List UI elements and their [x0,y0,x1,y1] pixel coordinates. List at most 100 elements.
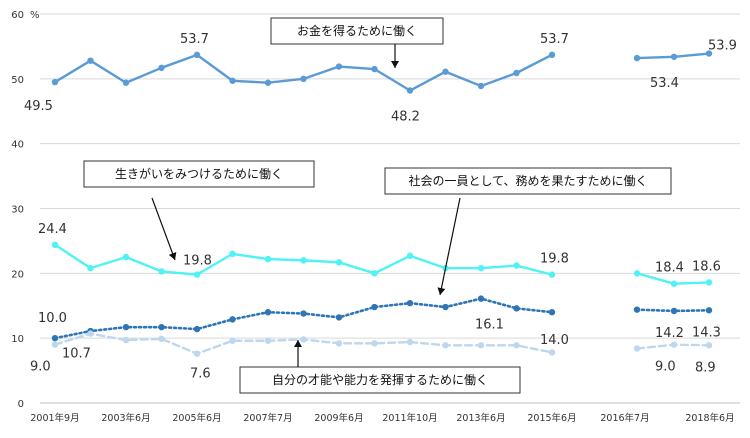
data-point [633,306,641,313]
legend-callout-label: 社会の一員として、務めを果たすために働く [408,173,647,188]
callout-arrowhead [391,61,399,68]
data-point [335,259,343,266]
data-label: 53.7 [180,32,209,47]
data-point [371,303,378,311]
data-point [406,338,414,346]
data-point [513,69,520,77]
data-label: 14.2 [655,326,684,341]
data-point [229,77,236,84]
callout-arrowhead [437,287,446,295]
data-point [477,264,485,272]
y-unit-label: % [30,10,40,21]
x-tick-label: 2013年6月 [456,412,505,424]
data-point [705,307,713,314]
data-point [406,252,414,260]
data-point [51,241,59,249]
data-point [51,341,59,348]
data-point [371,340,378,347]
legend-callout-label: 生きがいをみつけるために働く [115,166,283,181]
data-point [300,336,307,343]
data-point [300,310,307,317]
legend-callout-label: お金を得るために働く [297,23,417,38]
data-point [300,257,307,264]
data-point [371,270,378,277]
legend-callout-box [83,160,315,188]
x-tick-label: 2009年6月 [314,412,363,424]
data-point [158,323,165,331]
data-label: 48.2 [391,110,420,125]
callout-arrowhead [168,252,177,260]
data-point [406,299,414,307]
data-point [513,305,520,312]
data-point [513,342,520,349]
data-label: 9.0 [30,360,51,375]
data-point [158,335,165,343]
data-point [335,63,343,70]
data-label: 10.0 [38,311,67,326]
y-tick-label: 40 [11,140,24,151]
data-point [193,350,201,357]
data-point [442,342,449,349]
data-point [51,78,59,86]
legend-callout-label: 自分の才能や能力を発揮するために働く [272,373,488,387]
y-tick-label: 20 [11,269,24,280]
data-point [51,334,59,342]
x-tick-label: 2018年6月 [685,412,734,424]
x-tick-label: 2016年7月 [600,412,649,424]
callout-arrow [439,197,461,296]
data-point [158,268,165,275]
data-point [477,342,485,349]
data-point [229,250,236,258]
data-point [633,345,641,352]
data-label: 10.7 [62,347,91,362]
data-label: 19.8 [183,254,212,269]
y-tick-label: 60 [11,10,24,21]
data-label: 9.0 [655,360,676,375]
data-point [633,270,641,277]
data-point [705,50,713,57]
data-point [122,253,130,261]
data-point [122,79,130,86]
data-point [264,255,272,263]
legend-callout-box [270,17,444,45]
x-tick-label: 2011年10月 [382,412,437,424]
data-point [87,330,94,337]
x-tick-label: 2005年6月 [172,412,221,424]
data-point [87,57,94,64]
data-point [229,316,236,323]
y-tick-label: 10 [11,334,24,345]
data-point [670,341,678,348]
data-label: 19.8 [540,252,569,267]
data-point [122,336,130,344]
series-line-1 [53,53,554,92]
data-point [442,303,449,311]
data-point [548,271,556,278]
data-point [477,295,485,302]
x-tick-label: 2007年7月 [243,412,292,424]
data-point [300,75,307,83]
data-point [406,87,414,94]
data-label: 18.4 [655,261,684,276]
y-tick-label: 50 [11,75,24,86]
data-label: 53.4 [650,76,679,91]
data-point [670,53,678,60]
data-point [705,342,713,349]
data-point [193,51,201,59]
data-point [442,68,449,75]
data-point [264,337,272,344]
data-point [548,51,556,59]
x-tick-label: 2001年9月 [30,412,79,424]
data-label: 53.7 [540,32,569,47]
x-tick-label: 2015年6月 [527,412,576,424]
data-label: 53.9 [708,39,737,54]
data-point [513,262,520,269]
data-point [193,325,201,333]
data-label: 14.3 [692,325,721,340]
data-point [548,309,556,316]
data-label: 24.4 [38,222,67,237]
data-point [477,82,485,90]
y-tick-label: 30 [11,205,24,216]
data-point [264,309,272,316]
data-point [705,279,713,286]
